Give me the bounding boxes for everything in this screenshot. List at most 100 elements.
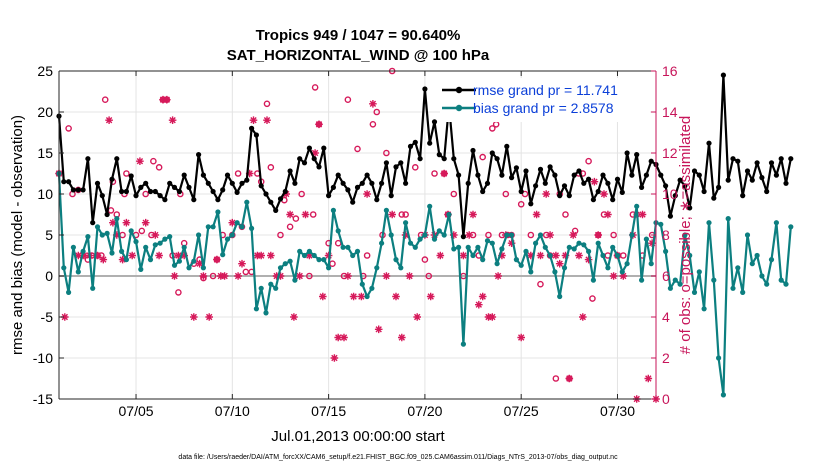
bias-point bbox=[417, 236, 423, 242]
rmse-point bbox=[711, 195, 717, 201]
y-left-tick-label: 15 bbox=[37, 145, 53, 161]
obs-assimilated-marker bbox=[174, 251, 183, 260]
bias-point bbox=[557, 293, 563, 300]
bias-point bbox=[143, 244, 149, 250]
bias-point bbox=[725, 216, 731, 222]
rmse-point bbox=[359, 180, 365, 186]
obs-possible-marker bbox=[123, 170, 130, 177]
bias-point bbox=[509, 232, 515, 238]
bias-point bbox=[359, 281, 365, 287]
bias-point bbox=[470, 252, 476, 259]
obs-assimilated-marker bbox=[315, 120, 323, 129]
rmse-point bbox=[605, 180, 611, 186]
obs-assimilated-marker bbox=[569, 231, 577, 239]
bias-point bbox=[287, 258, 293, 264]
obs-assimilated-marker bbox=[565, 374, 574, 383]
obs-assimilated-marker bbox=[382, 272, 391, 280]
rmse-point bbox=[306, 145, 312, 151]
bias-point bbox=[200, 265, 206, 271]
obs-assimilated-marker bbox=[459, 251, 468, 260]
obs-assimilated-marker bbox=[619, 272, 628, 280]
obs-assimilated-marker bbox=[109, 218, 117, 227]
rmse-point bbox=[263, 191, 269, 197]
bias-point bbox=[706, 220, 712, 226]
rmse-point bbox=[80, 187, 86, 193]
bias-point bbox=[383, 207, 389, 213]
obs-assimilated-marker bbox=[374, 325, 383, 334]
obs-assimilated-marker bbox=[644, 374, 653, 383]
rmse-point bbox=[663, 183, 669, 189]
y-left-tick-label: 20 bbox=[37, 104, 53, 120]
obs-assimilated-marker bbox=[213, 255, 221, 264]
bias-point bbox=[730, 285, 736, 291]
obs-possible-marker bbox=[354, 145, 361, 153]
obs-assimilated-marker bbox=[276, 272, 285, 280]
bias-point bbox=[696, 269, 702, 275]
obs-assimilated-marker bbox=[199, 272, 208, 280]
bias-point bbox=[263, 310, 269, 316]
bias-point bbox=[253, 306, 259, 312]
y-axis-label-left: rmse and bias (model - observation) bbox=[9, 115, 26, 355]
rmse-point bbox=[229, 180, 235, 186]
rmse-point bbox=[667, 213, 674, 219]
bias-point bbox=[94, 224, 101, 230]
obs-assimilated-marker bbox=[118, 255, 127, 264]
rmse-point bbox=[311, 156, 317, 162]
rmse-point bbox=[393, 164, 399, 170]
data-file-footnote: data file: /Users/raeder/DAI/ATM_forcXX/… bbox=[178, 454, 618, 461]
obs-possible-marker bbox=[363, 252, 371, 259]
rmse-point bbox=[167, 180, 173, 186]
obs-assimilated-marker bbox=[440, 169, 448, 178]
obs-possible-marker bbox=[306, 272, 313, 280]
rmse-point bbox=[273, 207, 279, 213]
obs-assimilated-marker bbox=[290, 313, 298, 321]
obs-assimilated-marker bbox=[498, 251, 506, 260]
obs-assimilated-marker bbox=[469, 210, 477, 219]
obs-assimilated-marker bbox=[249, 116, 258, 124]
obs-assimilated-marker bbox=[555, 259, 564, 268]
bias-point bbox=[523, 248, 529, 254]
obs-assimilated-marker bbox=[151, 231, 160, 239]
rmse-point bbox=[94, 180, 101, 186]
rmse-point bbox=[754, 160, 760, 166]
bias-point bbox=[475, 244, 481, 250]
y-right-tick-label: 16 bbox=[662, 63, 678, 79]
obs-assimilated-marker bbox=[141, 218, 150, 227]
obs-possible-marker bbox=[383, 149, 390, 157]
rmse-point bbox=[412, 139, 418, 145]
rmse-point bbox=[691, 168, 698, 174]
bias-point bbox=[735, 265, 741, 271]
bias-point bbox=[528, 269, 534, 275]
rmse-point bbox=[85, 156, 91, 162]
rmse-point bbox=[147, 188, 154, 195]
rmse-point bbox=[441, 156, 447, 162]
bias-point bbox=[181, 244, 187, 250]
bias-point bbox=[210, 224, 216, 230]
bias-point bbox=[629, 232, 635, 238]
rmse-point bbox=[431, 119, 438, 125]
y-right-tick-label: 14 bbox=[662, 104, 678, 120]
rmse-point bbox=[561, 183, 568, 189]
legend-bias-marker bbox=[455, 104, 463, 112]
obs-possible-marker bbox=[298, 190, 305, 198]
bias-point bbox=[576, 240, 582, 246]
rmse-point bbox=[778, 156, 784, 162]
rmse-point bbox=[335, 172, 341, 178]
rmse-point bbox=[364, 172, 370, 178]
rmse-point bbox=[253, 132, 259, 138]
y-left-tick-label: -10 bbox=[33, 350, 53, 366]
bias-point bbox=[571, 246, 577, 252]
obs-possible-marker bbox=[138, 227, 146, 235]
x-tick-label: 07/20 bbox=[407, 403, 442, 419]
bias-point bbox=[489, 240, 495, 246]
obs-assimilated-marker bbox=[413, 313, 421, 321]
rmse-point bbox=[658, 172, 664, 178]
obs-assimilated-marker bbox=[546, 231, 554, 239]
rmse-point bbox=[123, 188, 129, 195]
chart-title-line1: Tropics 949 / 1047 = 90.640% bbox=[256, 27, 461, 44]
rmse-point bbox=[152, 188, 158, 195]
rmse-point bbox=[277, 196, 284, 202]
bias-point bbox=[764, 281, 770, 287]
obs-assimilated-marker bbox=[122, 218, 131, 227]
obs-assimilated-marker bbox=[579, 313, 587, 321]
